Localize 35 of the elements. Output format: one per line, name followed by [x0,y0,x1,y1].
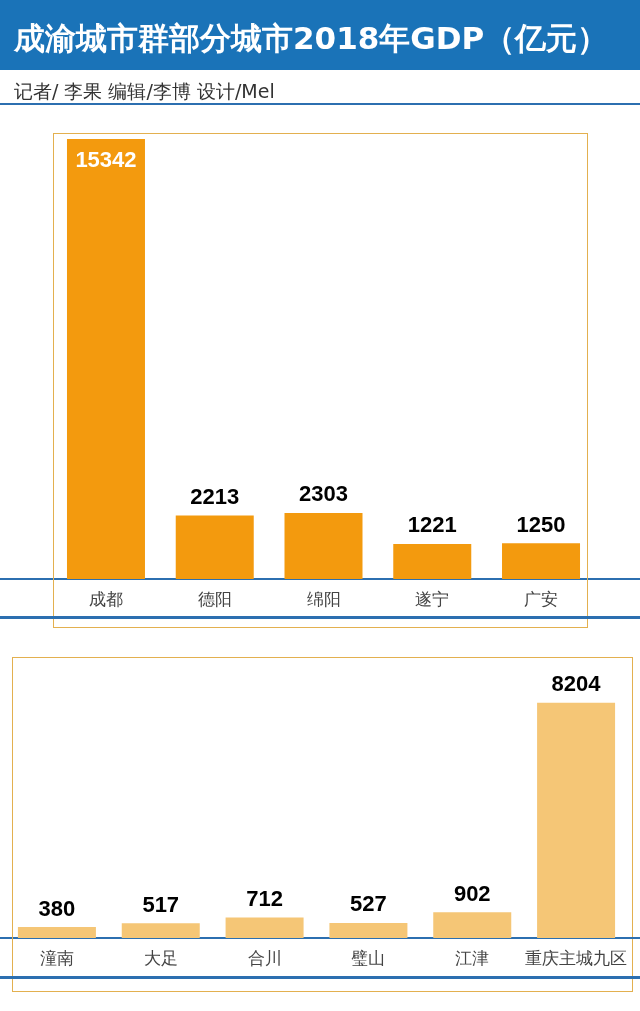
x-tick-label: 遂宁 [415,588,450,609]
x-tick-label: 江津 [455,947,490,968]
data-label: 15342 [75,146,137,172]
data-label: 2213 [190,484,240,510]
data-label: 8204 [551,671,602,697]
data-label: 380 [38,895,76,921]
bar [502,543,581,579]
data-label: 712 [246,886,283,912]
bar [17,927,96,938]
x-tick-label: 潼南 [39,947,74,968]
x-tick-label: 合川 [247,947,282,968]
data-label: 1221 [407,512,457,538]
data-label: 517 [142,891,180,917]
bar [433,912,512,938]
x-tick-label: 重庆主城九区 [525,947,628,968]
x-tick-label: 绵阳 [306,588,341,609]
x-tick-label: 成都 [88,588,123,609]
bar [66,139,145,579]
data-label: 902 [453,880,491,906]
x-tick-label: 广安 [524,588,559,609]
data-label: 527 [350,891,387,917]
bar [329,922,408,938]
data-label: 1250 [516,511,566,537]
bar [284,512,363,579]
bar [121,923,200,938]
chart-subtitle: 记者/ 李果 编辑/李博 设计/Mel [14,79,275,103]
bar [175,515,254,579]
data-label: 2303 [299,481,348,507]
x-tick-label: 大足 [143,947,178,968]
bar [225,917,304,938]
bar [393,543,472,579]
chart-title: 成渝城市群部分城市2018年GDP（亿元） [14,19,609,58]
x-tick-label: 德阳 [197,588,232,609]
bar [537,702,616,938]
x-tick-label: 璧山 [351,947,386,968]
